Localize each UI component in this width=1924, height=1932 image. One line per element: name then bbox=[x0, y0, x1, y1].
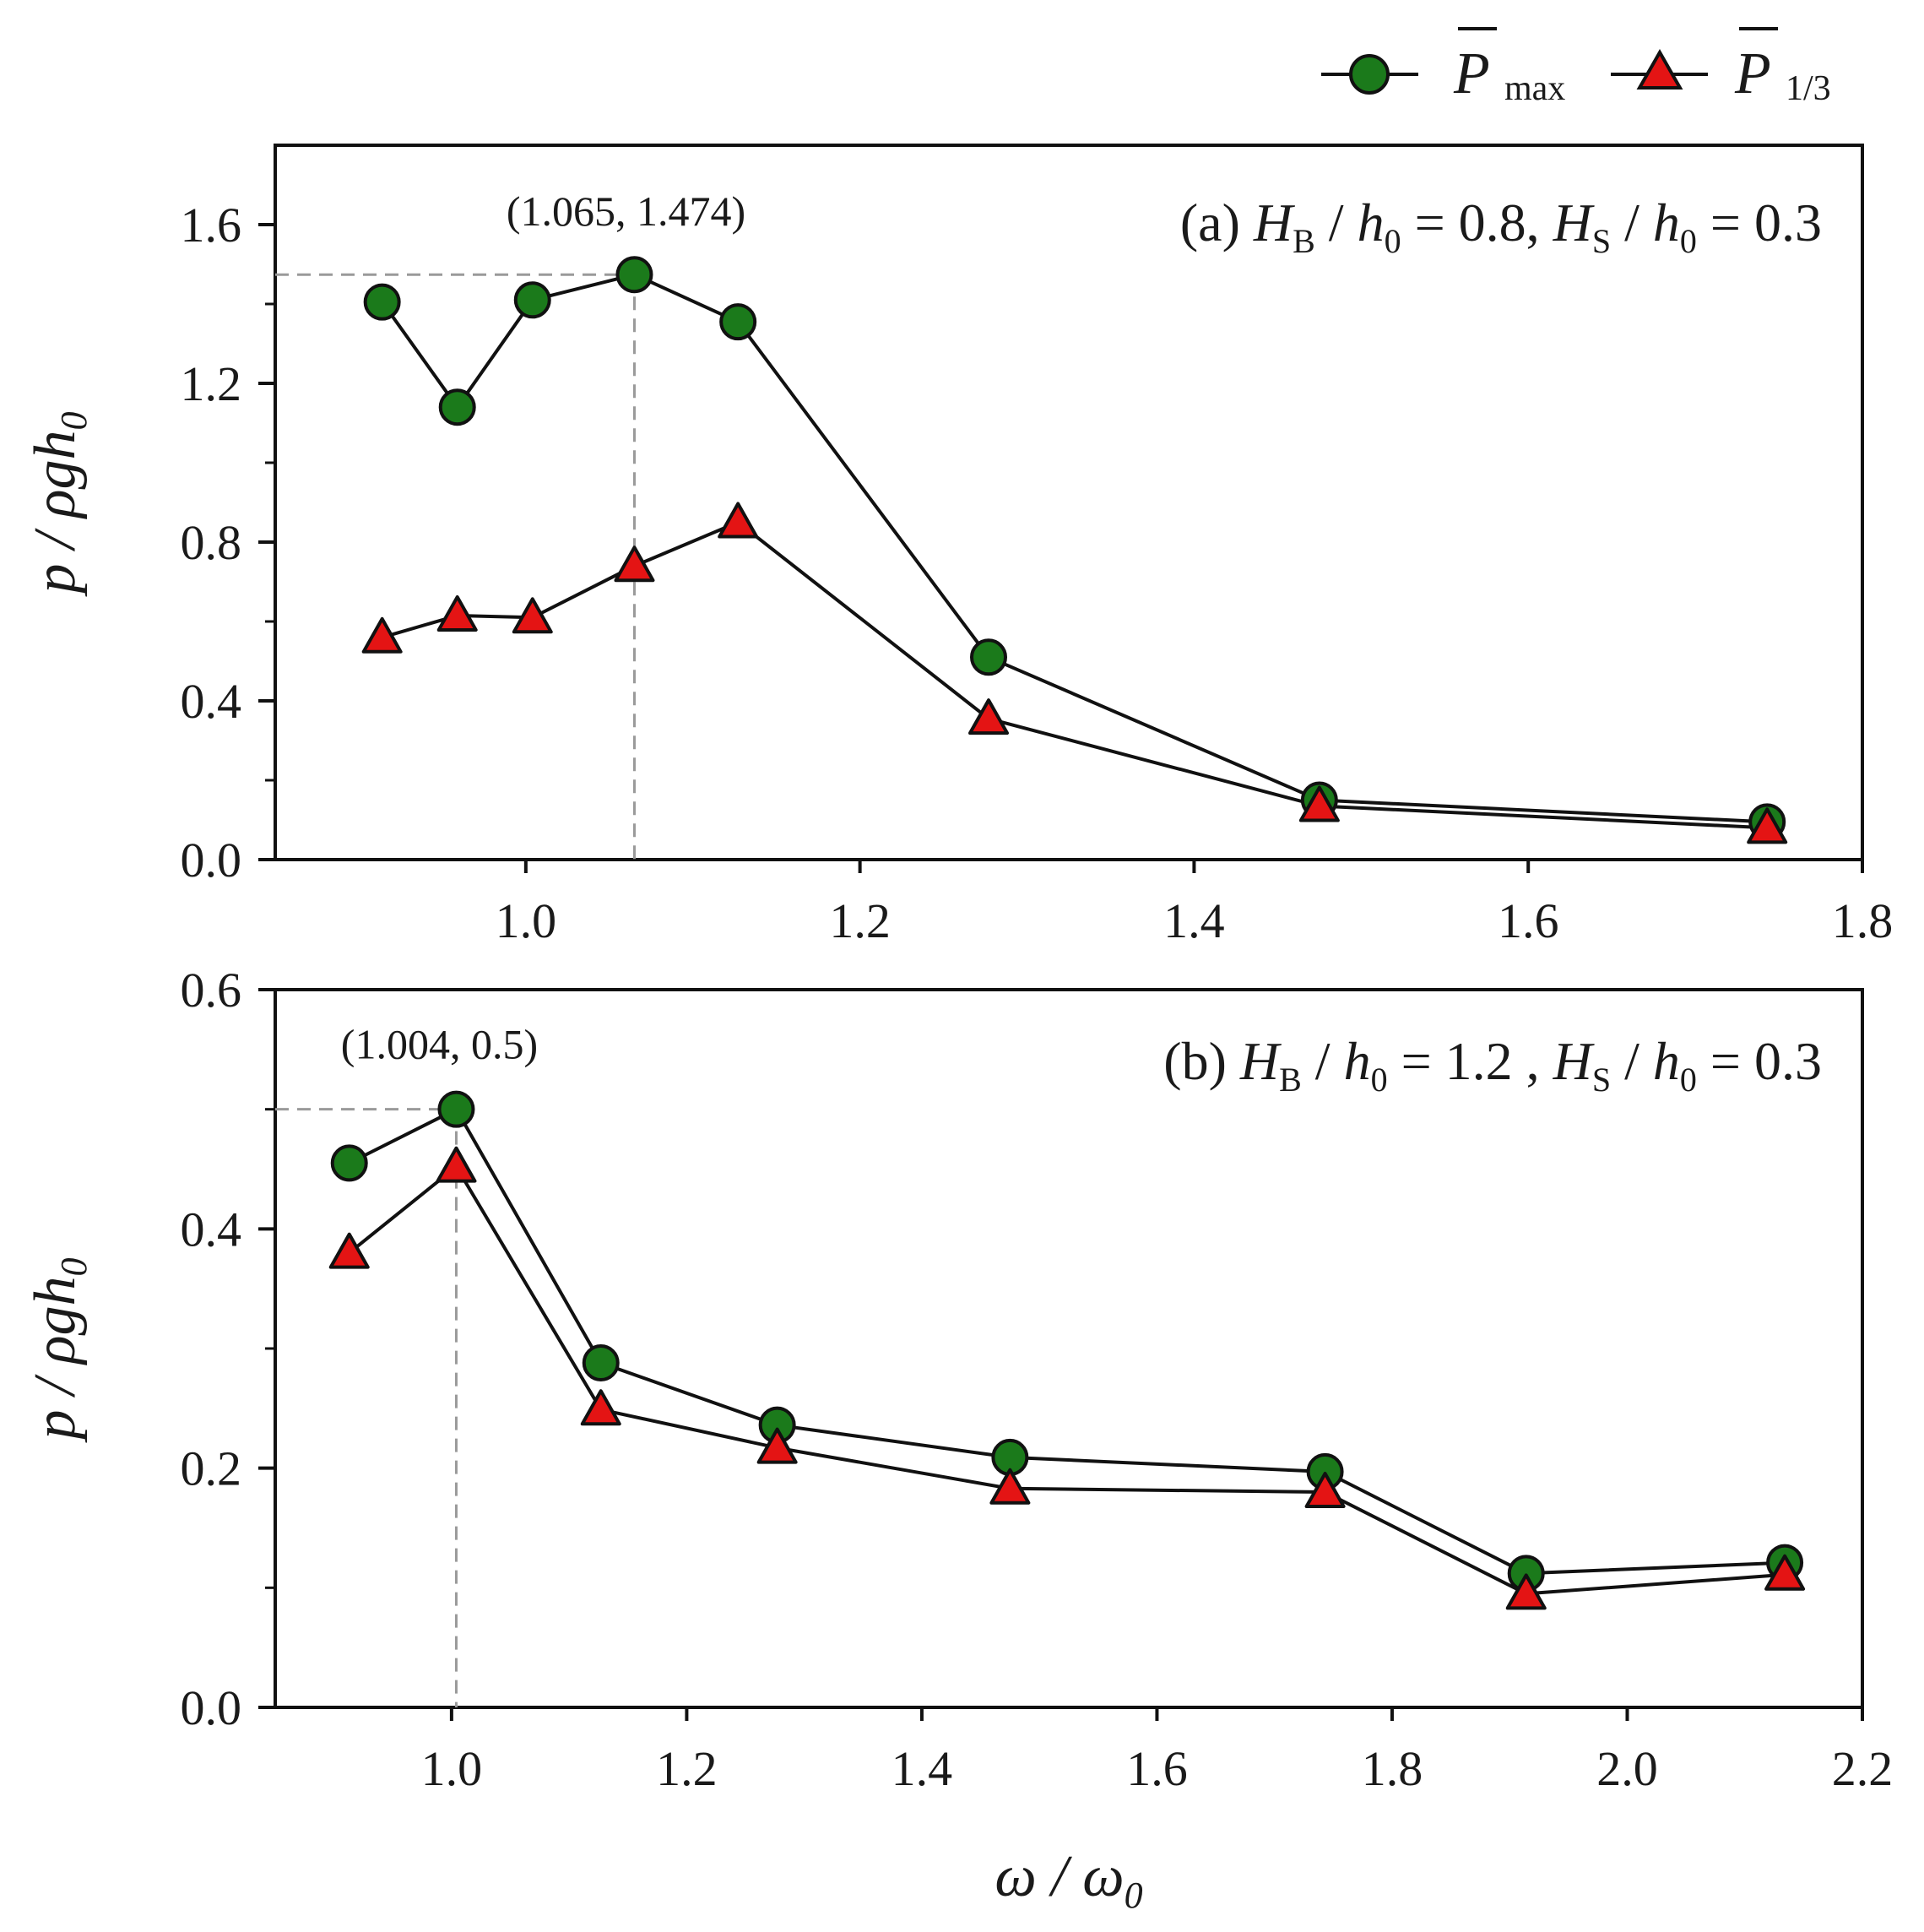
panel-b-xtick-label: 1.0 bbox=[421, 1741, 483, 1796]
panel-a-point-max bbox=[363, 283, 401, 321]
panel-b-xtick-label: 2.2 bbox=[1832, 1741, 1894, 1796]
panel-b-point-third bbox=[580, 1389, 621, 1426]
panel-a-point-third bbox=[614, 545, 655, 583]
panel-a-point-third bbox=[718, 502, 759, 539]
panel-b-point-third bbox=[436, 1146, 477, 1183]
panel-a-point-max bbox=[615, 256, 653, 294]
panel-a-ylabel: p / ρgh0 bbox=[23, 411, 95, 597]
panel-b-point-max bbox=[330, 1144, 368, 1182]
panel-b-xtick-label: 1.2 bbox=[656, 1741, 718, 1796]
panel-a-point-third bbox=[1298, 785, 1340, 822]
panel-a-point-third bbox=[361, 616, 403, 654]
panel-b-point-third bbox=[989, 1468, 1031, 1505]
legend-marker-third bbox=[1636, 48, 1683, 90]
panel-a-annotation: (1.065, 1.474) bbox=[507, 187, 745, 235]
panel-b-ylabel: p / ρgh0 bbox=[23, 1257, 95, 1443]
panel-a-point-max bbox=[513, 281, 551, 319]
panel-a-series-line-third bbox=[382, 520, 1768, 830]
panel-b-xtick-label: 1.8 bbox=[1362, 1741, 1423, 1796]
panel-b-series-line-max bbox=[348, 1107, 1786, 1576]
panel-a-point-third bbox=[512, 597, 553, 634]
panel-b-point-third bbox=[1505, 1573, 1547, 1610]
legend-label-max: P bbox=[1453, 41, 1490, 106]
panel-b-xtick-label: 1.6 bbox=[1126, 1741, 1188, 1796]
panel-b-point-third bbox=[1764, 1554, 1806, 1591]
panel-a-point-third bbox=[968, 698, 1010, 735]
legend-sub-third: 1/3 bbox=[1786, 69, 1831, 108]
panel-b-annotation: (1.004, 0.5) bbox=[341, 1021, 538, 1068]
panel-b-point-max bbox=[582, 1344, 620, 1381]
panel-b-point-max bbox=[437, 1090, 475, 1128]
panel-a-xtick-label: 1.6 bbox=[1498, 893, 1559, 948]
panel-a-point-third bbox=[1747, 807, 1788, 844]
panel-b-series-line-third bbox=[348, 1164, 1786, 1596]
panel-b-ytick-label: 0.6 bbox=[181, 963, 242, 1018]
panel-b-xtick-label: 1.4 bbox=[892, 1741, 953, 1796]
panel-b-ytick-label: 0.0 bbox=[181, 1680, 242, 1735]
legend-label-third: P bbox=[1734, 41, 1771, 106]
panel-a-ytick-label: 1.6 bbox=[181, 198, 242, 252]
panel-a-ytick-label: 1.2 bbox=[181, 356, 242, 411]
panel-b-ytick-label: 0.4 bbox=[181, 1202, 242, 1256]
panel-a: p / ρgh0 (a) HB / h0 = 0.8, HS / h0 = 0.… bbox=[23, 144, 1894, 948]
panel-b-xtick-label: 2.0 bbox=[1596, 1741, 1658, 1796]
panel-a-point-max bbox=[970, 638, 1008, 676]
legend: P max P 1/3 bbox=[1321, 27, 1831, 108]
panel-b-point-third bbox=[328, 1232, 370, 1269]
panel-b-condition: (b) HB / h0 = 1.2 , HS / h0 = 0.3 bbox=[1163, 1031, 1822, 1099]
panel-a-xtick-label: 1.8 bbox=[1832, 893, 1894, 948]
panel-b-xlabel: ω / ω0 bbox=[995, 1844, 1142, 1916]
panel-a-xtick-label: 1.4 bbox=[1163, 893, 1225, 948]
panel-b-frame bbox=[274, 988, 1864, 1709]
legend-sub-max: max bbox=[1504, 69, 1565, 108]
panel-b: p / ρgh0 ω / ω0 (b) HB / h0 = 1.2 , HS /… bbox=[23, 963, 1893, 1916]
panel-a-point-max bbox=[438, 388, 476, 426]
panel-a-condition: (a) HB / h0 = 0.8, HS / h0 = 0.3 bbox=[1180, 193, 1822, 260]
panel-a-series-line-max bbox=[381, 273, 1768, 824]
panel-a-frame bbox=[274, 144, 1864, 861]
panel-b-point-third bbox=[756, 1427, 798, 1464]
panel-a-ytick-label: 0.4 bbox=[181, 674, 242, 729]
panel-a-point-third bbox=[436, 594, 478, 632]
panel-a-ytick-label: 0.0 bbox=[181, 833, 242, 887]
legend-marker-max bbox=[1349, 54, 1390, 95]
panel-b-ytick-label: 0.2 bbox=[181, 1441, 242, 1496]
panel-a-point-max bbox=[719, 303, 757, 341]
panel-b-point-third bbox=[1304, 1472, 1346, 1508]
panel-a-xtick-label: 1.2 bbox=[829, 893, 891, 948]
panel-a-ytick-label: 0.8 bbox=[181, 515, 242, 570]
panel-a-xtick-label: 1.0 bbox=[496, 893, 557, 948]
